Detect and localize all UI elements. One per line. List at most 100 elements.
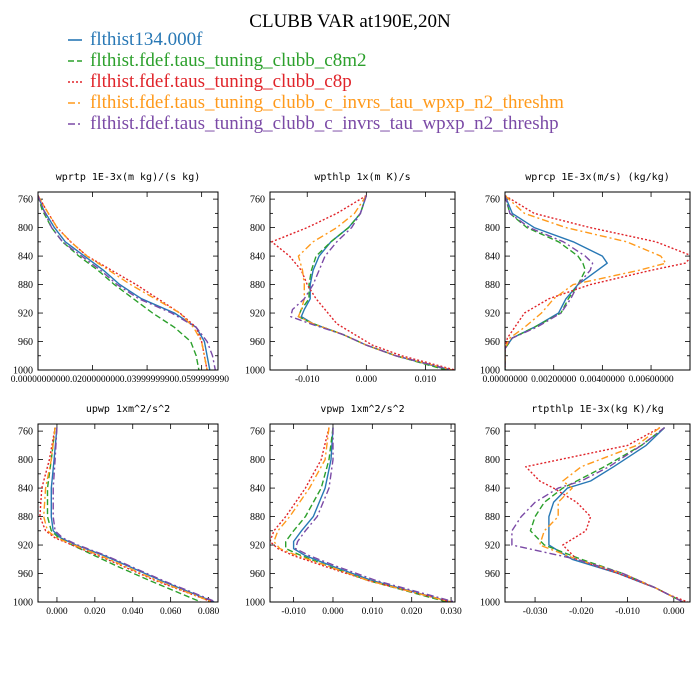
y-tick-label: 760	[485, 427, 500, 438]
y-tick-label: 840	[485, 252, 500, 263]
series-line	[505, 195, 690, 370]
legend-entry: flthist.fdef.taus_tuning_clubb_c8m2	[68, 50, 367, 71]
panel-title: upwp 1xm^2/s^2	[86, 404, 170, 415]
y-tick-label: 760	[485, 195, 500, 206]
x-tick-label: 0.00200000	[531, 375, 576, 385]
x-tick-label: 0.060	[160, 607, 182, 617]
y-tick-label: 760	[18, 427, 33, 438]
series-line	[297, 195, 447, 370]
figure-title: CLUBB VAR at190E,20N	[249, 11, 451, 32]
series-group	[511, 426, 688, 602]
series-group	[505, 195, 690, 370]
panels: wprtp 1E-3x(m kg)/(s kg) 760 800 840 880 920 9…	[11, 172, 691, 617]
y-tick-label: 960	[485, 337, 500, 348]
y-tick-label: 760	[250, 195, 265, 206]
x-tick-label: 0.000	[46, 607, 68, 617]
y-tick-label: 800	[485, 455, 500, 466]
legend-entry: flthist.fdef.taus_tuning_clubb_c8p	[68, 71, 352, 92]
y-tick-label: 1000	[480, 598, 500, 609]
x-tick-label: 0.0599999990	[174, 375, 229, 385]
series-group	[271, 195, 455, 370]
legend-label: flthist.fdef.taus_tuning_clubb_c_invrs_t…	[90, 113, 559, 134]
panel-title: rtpthlp 1E-3x(kg K)/kg	[531, 404, 663, 415]
y-tick-label: 800	[18, 223, 33, 234]
y-tick-label: 840	[250, 484, 265, 495]
series-line	[505, 195, 586, 370]
legend: flthist134.000fflthist.fdef.taus_tuning_…	[68, 29, 564, 134]
series-line	[505, 195, 594, 370]
series-line	[505, 195, 667, 370]
x-tick-label: -0.030	[523, 607, 548, 617]
y-tick-label: 800	[250, 455, 265, 466]
y-tick-label: 840	[18, 252, 33, 263]
legend-label: flthist134.000f	[90, 29, 203, 50]
series-line	[38, 195, 216, 370]
x-tick-label: 0.0399999990	[120, 375, 175, 385]
series-line	[38, 195, 208, 370]
y-tick-label: 920	[18, 541, 33, 552]
y-tick-label: 1000	[13, 598, 33, 609]
x-tick-label: -0.010	[281, 607, 306, 617]
x-tick-label: 0.040	[122, 607, 144, 617]
y-tick-label: 920	[18, 309, 33, 320]
panel: rtpthlp 1E-3x(kg K)/kg 760 800 840 880 920 960…	[480, 404, 691, 617]
y-tick-label: 960	[18, 337, 33, 348]
plot-frame	[269, 423, 456, 603]
series-line	[300, 195, 450, 370]
x-tick-label: 0.030	[440, 607, 462, 617]
x-tick-label: 0.000	[322, 607, 344, 617]
plot-frame	[504, 191, 691, 371]
panel: wprtp 1E-3x(m kg)/(s kg) 760 800 840 880 920 9…	[11, 172, 230, 385]
y-tick-label: 880	[250, 280, 265, 291]
y-tick-label: 840	[250, 252, 265, 263]
x-tick-label: 0.000	[356, 375, 378, 385]
y-tick-label: 960	[250, 569, 265, 580]
x-tick-label: 0.080	[198, 607, 220, 617]
y-tick-label: 760	[18, 195, 33, 206]
series-line	[38, 195, 208, 370]
y-tick-label: 880	[18, 512, 33, 523]
panel-title: vpwp 1xm^2/s^2	[320, 404, 404, 415]
y-tick-label: 840	[485, 484, 500, 495]
y-tick-label: 960	[485, 569, 500, 580]
x-tick-label: 0.00000000	[482, 375, 527, 385]
y-tick-label: 880	[18, 280, 33, 291]
y-tick-label: 800	[250, 223, 265, 234]
y-tick-label: 800	[485, 223, 500, 234]
series-line	[39, 427, 213, 602]
y-tick-label: 920	[250, 541, 265, 552]
legend-label: flthist.fdef.taus_tuning_clubb_c8p	[90, 71, 352, 92]
y-tick-label: 880	[250, 512, 265, 523]
panel-title: wpthlp 1x(m K)/s	[314, 172, 410, 183]
x-tick-label: -0.010	[615, 607, 640, 617]
panel: wpthlp 1x(m K)/s 760 800 840 880 920 960 1000 -0…	[245, 172, 456, 385]
y-tick-label: 1000	[245, 598, 265, 609]
plot-frame	[37, 423, 219, 603]
series-line	[529, 427, 684, 602]
y-tick-label: 760	[250, 427, 265, 438]
y-tick-label: 960	[18, 569, 33, 580]
legend-label: flthist.fdef.taus_tuning_clubb_c_invrs_t…	[90, 92, 564, 113]
plot-frame	[269, 191, 456, 371]
series-line	[511, 427, 684, 602]
y-tick-label: 920	[250, 309, 265, 320]
panel-title: wprcp 1E-3x(m/s) (kg/kg)	[525, 172, 670, 183]
x-tick-label: -0.020	[569, 607, 594, 617]
series-line	[290, 195, 453, 370]
x-tick-label: 0.00600000	[628, 375, 673, 385]
series-line	[52, 427, 217, 602]
series-line	[50, 427, 215, 602]
x-tick-label: 0.00400000	[580, 375, 625, 385]
x-tick-label: 0.020	[84, 607, 106, 617]
series-line	[285, 427, 448, 602]
x-tick-label: 0.000	[663, 607, 685, 617]
series-line	[38, 195, 211, 370]
legend-label: flthist.fdef.taus_tuning_clubb_c8m2	[90, 50, 367, 71]
series-line	[294, 427, 455, 602]
series-group	[38, 195, 216, 370]
y-tick-label: 880	[485, 280, 500, 291]
series-line	[271, 195, 455, 370]
series-line	[46, 427, 202, 602]
y-tick-label: 920	[485, 541, 500, 552]
